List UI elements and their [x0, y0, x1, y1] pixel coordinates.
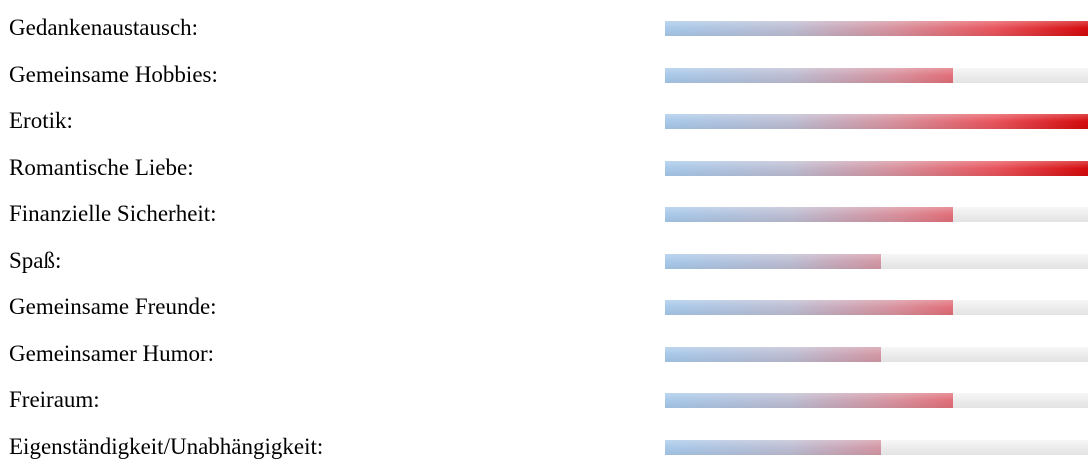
- rating-label: Eigenständigkeit/Unabhängigkeit:: [9, 433, 324, 459]
- rating-bar: [665, 346, 881, 362]
- rating-bar: [665, 393, 953, 408]
- rating-bar-track: [665, 393, 1088, 408]
- rating-row: Romantische Liebe:: [0, 150, 1088, 186]
- rating-label: Spaß:: [9, 247, 62, 273]
- rating-bar: [665, 300, 953, 315]
- rating-bar: [665, 21, 1088, 36]
- rating-row: Gemeinsamer Humor:: [0, 336, 1088, 372]
- rating-bar-track: [665, 67, 1088, 83]
- rating-label: Finanzielle Sicherheit:: [9, 201, 217, 226]
- rating-row: Gedankenaustausch:: [0, 10, 1088, 46]
- rating-bar-track: [665, 21, 1088, 36]
- rating-bar-track: [665, 300, 1088, 315]
- rating-label: Freiraum:: [9, 387, 100, 412]
- rating-row: Spaß:: [0, 243, 1088, 279]
- rating-row: Erotik:: [0, 103, 1088, 139]
- rating-bar: [665, 67, 953, 83]
- rating-label: Gemeinsame Freunde:: [9, 294, 217, 319]
- rating-label: Gemeinsamer Humor:: [9, 340, 215, 366]
- rating-bar: [665, 114, 1088, 129]
- rating-bar-track: [665, 207, 1088, 222]
- rating-bar: [665, 160, 1088, 176]
- rating-label: Romantische Liebe:: [9, 154, 194, 180]
- rating-row: Eigenständigkeit/Unabhängigkeit:: [0, 429, 1088, 465]
- rating-bar-track: [665, 253, 1088, 269]
- rating-bar-track: [665, 160, 1088, 176]
- rating-bar-track: [665, 114, 1088, 129]
- rating-bar: [665, 253, 881, 269]
- rating-bar-track: [665, 346, 1088, 362]
- rating-label: Gedankenaustausch:: [9, 15, 199, 40]
- rating-label: Gemeinsame Hobbies:: [9, 61, 218, 87]
- rating-row: Gemeinsame Freunde:: [0, 289, 1088, 325]
- rating-row: Gemeinsame Hobbies:: [0, 57, 1088, 93]
- rating-row: Finanzielle Sicherheit:: [0, 196, 1088, 232]
- rating-label: Erotik:: [9, 108, 73, 133]
- rating-bar: [665, 439, 881, 455]
- rating-row: Freiraum:: [0, 382, 1088, 418]
- rating-bar-track: [665, 439, 1088, 455]
- rating-bar: [665, 207, 953, 222]
